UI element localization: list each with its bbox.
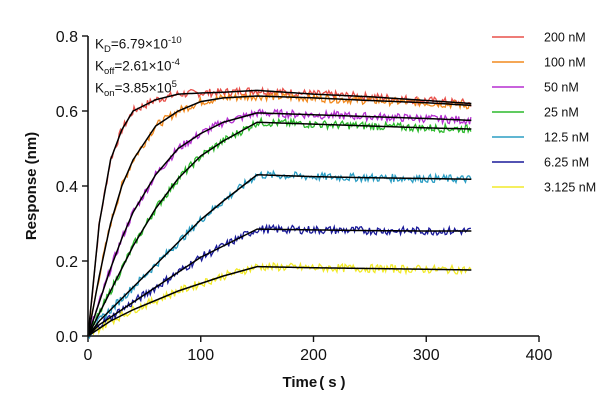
series-line-5 [87,223,471,337]
legend-label-3: 25 nM [544,106,579,120]
koff-exponent: -4 [171,57,180,68]
y-axis-title: Response (nm) [23,132,40,240]
series-line-3 [87,116,472,339]
koff-subscript: off [104,66,115,78]
kon-subscript: on [104,88,115,100]
kd-label: K [95,36,105,52]
y-tick-label-4: 0.8 [56,29,78,46]
series-line-0 [87,86,472,337]
kon-annotation: Kon=3.85×105 [95,77,177,102]
x-tick-label-0: 0 [84,347,93,364]
fit-line-6 [87,265,472,337]
kd-value: =6.79×10 [110,36,168,52]
legend-label-2: 50 nM [544,81,579,95]
y-tick-label-3: 0.6 [56,104,78,121]
koff-annotation: Koff=2.61×10-4 [95,55,180,80]
x-axis-unit-close: ) [341,374,346,391]
fit-line-2 [87,112,472,337]
koff-label: K [95,58,105,74]
kd-exponent: -10 [167,35,182,46]
kd-subscript: D [104,44,111,56]
x-tick-label-2: 200 [300,347,327,364]
series-line-1 [87,91,471,337]
x-tick-label-4: 400 [526,347,553,364]
kd-annotation: KD=6.79×10-10 [95,33,182,58]
fit-line-5 [87,228,472,337]
legend-label-5: 6.25 nM [544,156,589,170]
kon-label: K [95,80,105,96]
fit-line-3 [87,121,472,337]
fit-line-1 [87,95,472,337]
y-tick-label-1: 0.2 [56,254,78,271]
legend-label-1: 100 nM [544,56,586,70]
plot-curves [87,86,472,340]
fit-line-4 [87,173,472,337]
x-axis-unit-open: ( [319,374,324,391]
series-line-4 [87,169,472,340]
kon-value: =3.85×10 [114,80,172,96]
koff-value: =2.61×10 [114,58,172,74]
x-axis-title: Time(s) [282,374,345,391]
y-tick-label-2: 0.4 [56,179,78,196]
axis-ticks: 0 100 200 300 400 0.0 0.2 0.4 0.6 0.8 [56,29,553,364]
legend-label-0: 200 nM [544,31,586,45]
x-tick-label-3: 300 [413,347,440,364]
x-axis-unit: s [328,374,336,391]
y-tick-label-0: 0.0 [56,329,78,346]
legend-label-6: 3.125 nM [544,181,596,195]
x-axis-title-text: Time [282,374,317,391]
legend: 200 nM 100 nM 50 nM 25 nM 12.5 nM 6.25 nM 3.12… [492,31,596,195]
fit-line-0 [87,89,472,337]
kon-exponent: 5 [171,79,177,90]
series-line-6 [87,261,472,337]
legend-label-4: 12.5 nM [544,131,589,145]
x-tick-label-1: 100 [187,347,214,364]
